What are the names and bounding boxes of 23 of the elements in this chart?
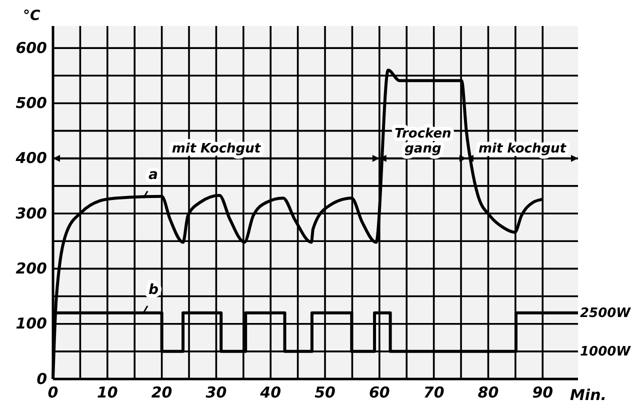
x-tick-label: 80 [478,384,499,402]
x-tick-label: 20 [151,384,172,402]
y2-tick-label: 2500W [580,306,632,321]
x-tick-label: 70 [423,384,444,402]
y-tick-label: 0 [36,370,47,388]
y2-tick-label: 1000W [580,344,632,360]
x-axis-title: Min. [570,386,606,404]
y-tick-label: 400 [14,149,47,168]
y-tick-label: 300 [16,204,47,222]
y-tick-label: 500 [16,94,47,112]
x-tick-label: 10 [96,384,118,402]
y-tick-label: 600 [16,38,47,57]
x-tick-label: 0 [48,384,58,402]
y-tick-label: 200 [16,259,47,278]
y-tick-label: 100 [16,314,47,333]
y-axis-title: °C [23,8,41,24]
x-tick-label: 50 [314,384,336,402]
series-label: b [148,282,159,298]
x-tick-label: 40 [259,384,282,402]
x-tick-label: 30 [206,384,227,402]
x-tick-label: 90 [532,384,554,402]
x-tick-label: 60 [368,384,390,402]
series-label: a [148,167,158,184]
